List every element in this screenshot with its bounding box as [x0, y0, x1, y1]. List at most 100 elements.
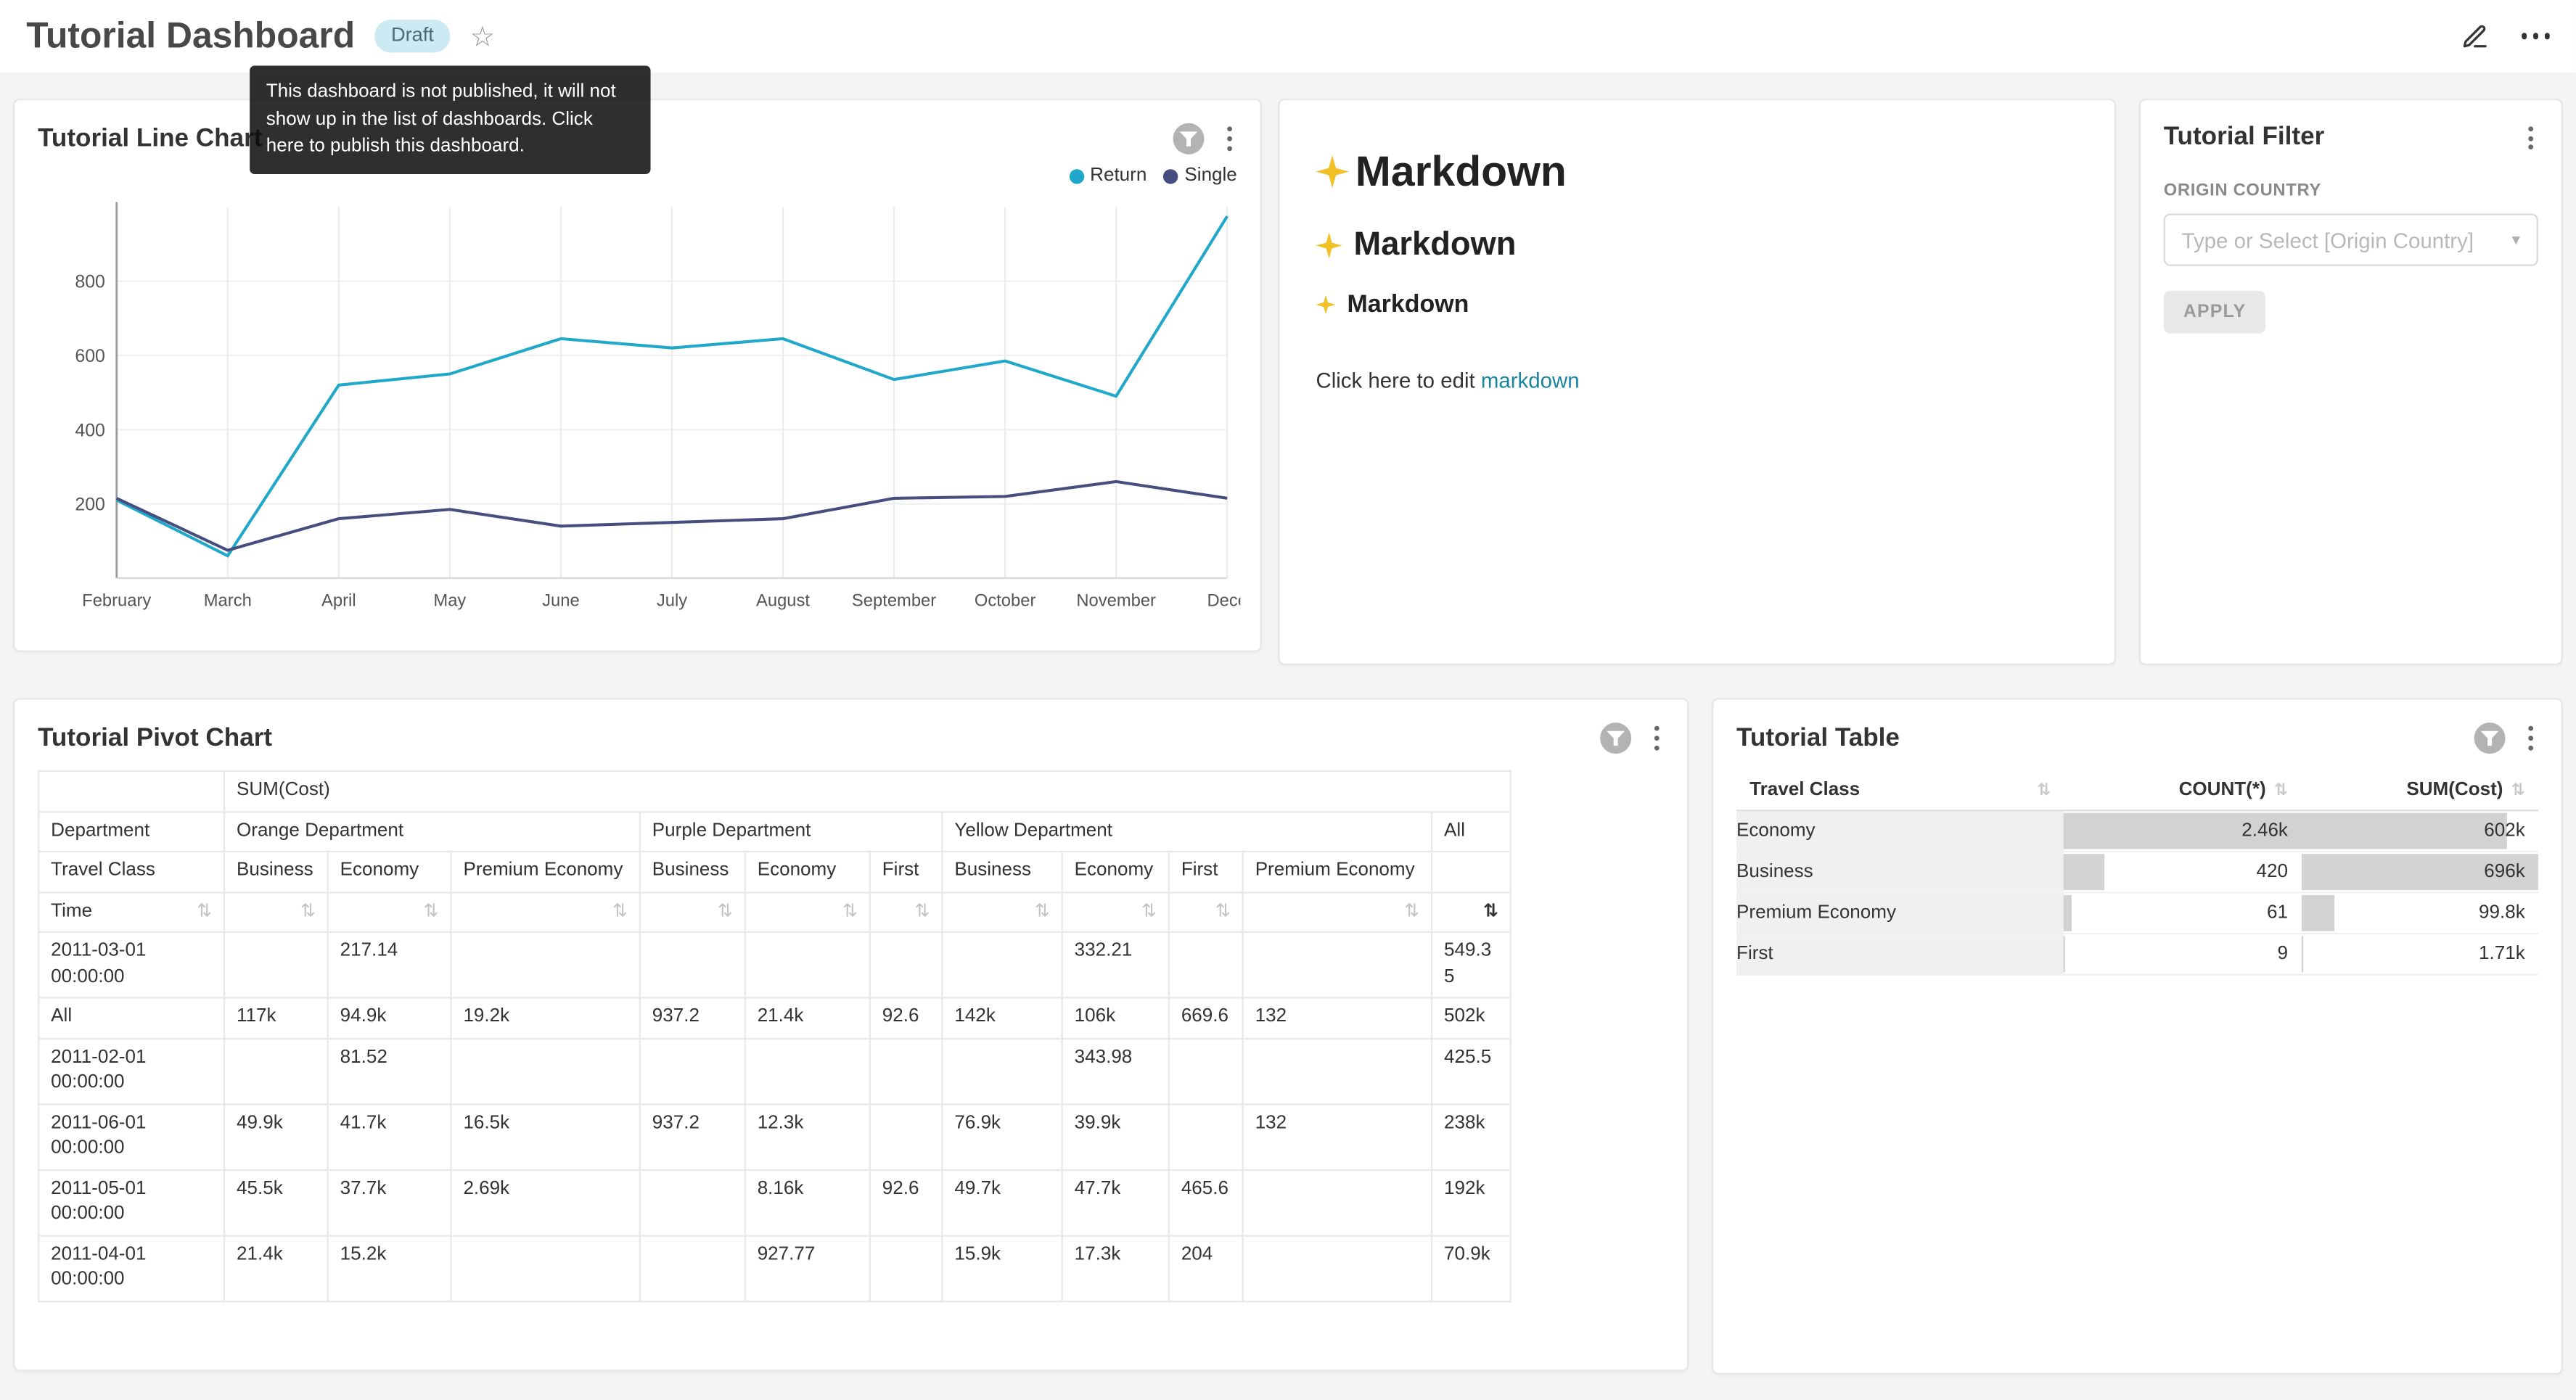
line-chart-card: Tutorial Line Chart Return Single 200 400 6…	[13, 98, 1262, 652]
sort-icon[interactable]: ⇅	[914, 900, 930, 921]
pivot-corner-cell: Travel Class	[38, 850, 226, 893]
pivot-value-cell: 343.98	[1061, 1037, 1170, 1105]
kebab-menu-icon[interactable]	[2524, 726, 2538, 750]
markdown-h3: Markdown	[1316, 291, 2077, 318]
cell-value: 61	[2267, 903, 2288, 923]
origin-country-select[interactable]: Type or Select [Origin Country] ▾	[2163, 213, 2538, 266]
pivot-value-cell	[1242, 1169, 1433, 1237]
pivot-value-cell: 669.6	[1168, 997, 1244, 1039]
filter-indicator-icon[interactable]	[2474, 722, 2506, 754]
pivot-row: 2011-05-01 00:00:00 45.5k 37.7k 2.69k 8.16k 9…	[38, 1169, 1511, 1237]
kebab-menu-icon[interactable]	[1649, 726, 1664, 750]
kebab-menu-icon[interactable]	[2524, 126, 2538, 150]
cell-bar	[2064, 854, 2104, 891]
column-label: SUM(Cost)	[2406, 780, 2503, 800]
kebab-menu-icon[interactable]	[1222, 127, 1236, 151]
sort-icon[interactable]: ⇅	[1141, 900, 1157, 921]
filter-indicator-icon[interactable]	[1600, 722, 1632, 754]
pivot-row: 2011-04-01 00:00:00 21.4k 15.2k 927.77 15.9k…	[38, 1234, 1511, 1302]
sort-icon[interactable]: ⇅	[2273, 781, 2288, 799]
markdown-paragraph-text: Click here to edit	[1316, 368, 1481, 393]
edit-markdown-link[interactable]: markdown	[1480, 368, 1580, 393]
pivot-value-cell	[639, 1169, 746, 1237]
apply-button[interactable]: APPLY	[2163, 290, 2266, 334]
svg-text:Dece: Dece	[1207, 590, 1240, 610]
pivot-value-cell: 2.69k	[450, 1169, 641, 1237]
header-actions	[2460, 22, 2550, 50]
pivot-column-header: Economy	[1061, 850, 1170, 893]
pivot-sort-cell: ⇅	[450, 891, 641, 934]
table-card-title: Tutorial Table	[1736, 723, 1900, 752]
travel-class-cell: First	[1736, 934, 2064, 976]
legend-dot	[1068, 168, 1084, 184]
sort-icon[interactable]: ⇅	[1404, 900, 1420, 921]
pivot-value-cell: 8.16k	[744, 1169, 871, 1237]
pivot-value-cell: 217.14	[327, 931, 452, 999]
filter-body: ORIGIN COUNTRY Type or Select [Origin Co…	[2141, 181, 2561, 334]
cell-bar	[2301, 894, 2335, 931]
markdown-h2-text: Markdown	[1353, 226, 1517, 263]
sort-icon[interactable]: ⇅	[842, 900, 858, 921]
sort-icon[interactable]: ⇅	[423, 900, 439, 921]
table-column-header[interactable]: Travel Class ⇅	[1736, 770, 2064, 812]
sort-icon[interactable]: ⇅	[717, 900, 733, 921]
data-table: Travel Class ⇅ COUNT(*) ⇅ SUM(Cost) ⇅ Economy 2…	[1713, 754, 2561, 976]
pivot-table: SUM(Cost) Department Orange Department Purp…	[15, 754, 1687, 1302]
legend-item[interactable]: Single	[1162, 161, 1237, 191]
pivot-value-cell: 238k	[1430, 1103, 1511, 1171]
pivot-chart-card: Tutorial Pivot Chart SUM(Cost) Department…	[13, 698, 1689, 1372]
pivot-value-cell	[1242, 1037, 1433, 1105]
pivot-row-label: 2011-06-01 00:00:00	[38, 1103, 226, 1171]
pivot-row-label: 2011-02-01 00:00:00	[38, 1037, 226, 1105]
pivot-value-cell	[450, 1037, 641, 1105]
sort-icon[interactable]: ⇅	[1215, 900, 1231, 921]
pivot-value-cell	[450, 1234, 641, 1302]
markdown-h3-text: Markdown	[1347, 290, 1469, 319]
edit-dashboard-icon[interactable]	[2460, 22, 2487, 50]
pivot-value-cell	[744, 1037, 871, 1105]
pivot-value-cell	[869, 1234, 943, 1302]
pivot-card-title: Tutorial Pivot Chart	[38, 723, 273, 752]
filter-indicator-icon[interactable]	[1173, 123, 1205, 155]
pivot-column-header: First	[1168, 850, 1244, 893]
pivot-row-label: All	[38, 997, 226, 1039]
metric-cell: 420	[2064, 851, 2302, 894]
pivot-corner-cell: Department	[38, 810, 226, 853]
sort-icon[interactable]: ⇅	[2511, 781, 2525, 799]
legend-item[interactable]: Return	[1068, 161, 1147, 191]
markdown-card: Markdown Markdown Markdown Click here to…	[1278, 98, 2117, 665]
sort-icon[interactable]: ⇅	[1482, 900, 1498, 921]
pivot-value-cell	[223, 931, 329, 999]
pivot-value-cell	[450, 931, 641, 999]
draft-badge[interactable]: Draft	[374, 19, 451, 54]
sort-icon[interactable]: ⇅	[2037, 781, 2051, 799]
markdown-paragraph: Click here to edit markdown	[1316, 368, 2077, 392]
table-row: Economy 2.46k 602k	[1736, 810, 2538, 853]
svg-text:600: 600	[75, 346, 105, 366]
svg-text:August: August	[756, 590, 810, 610]
table-column-header[interactable]: COUNT(*) ⇅	[2064, 770, 2302, 812]
favorite-star-icon[interactable]: ☆	[469, 20, 496, 52]
pivot-value-cell: 132	[1242, 997, 1433, 1039]
pivot-value-cell: 204	[1168, 1234, 1244, 1302]
pivot-row-label: 2011-04-01 00:00:00	[38, 1234, 226, 1302]
pivot-value-cell: 92.6	[869, 997, 943, 1039]
chevron-down-icon: ▾	[2511, 231, 2520, 249]
sort-icon[interactable]: ⇅	[300, 900, 316, 921]
more-options-icon[interactable]	[2521, 27, 2550, 46]
sort-icon[interactable]: ⇅	[612, 900, 628, 921]
pivot-sort-cell: ⇅	[223, 891, 329, 934]
pivot-value-cell: 81.52	[327, 1037, 452, 1105]
svg-text:May: May	[433, 590, 466, 610]
pivot-sort-cell: ⇅	[869, 891, 943, 934]
table-row: Business 420 696k	[1736, 851, 2538, 894]
publish-tooltip[interactable]: This dashboard is not published, it will…	[250, 65, 651, 175]
table-column-header[interactable]: SUM(Cost) ⇅	[2301, 770, 2538, 812]
sort-icon[interactable]: ⇅	[197, 900, 213, 921]
pivot-group-header: Yellow Department	[941, 810, 1433, 853]
svg-text:June: June	[542, 590, 580, 610]
page-title: Tutorial Dashboard	[26, 15, 356, 56]
sort-icon[interactable]: ⇅	[1034, 900, 1050, 921]
cell-bar	[2064, 812, 2302, 849]
